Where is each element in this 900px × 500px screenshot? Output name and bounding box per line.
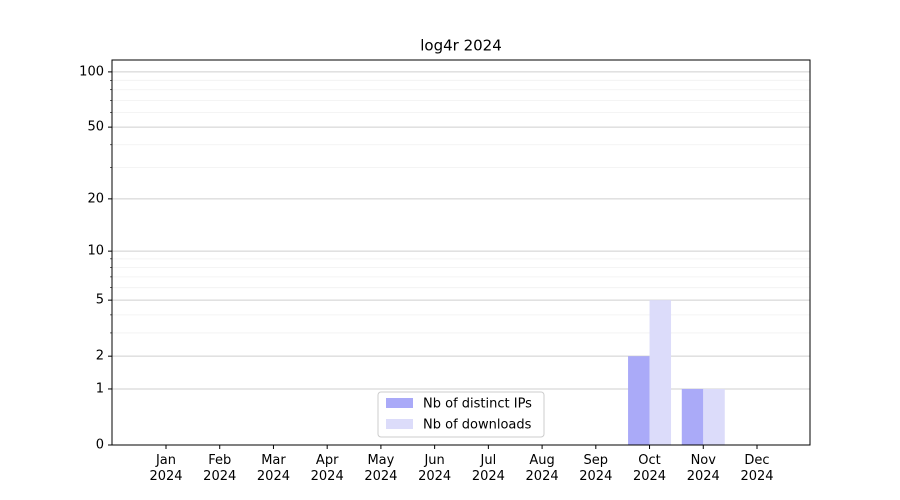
x-tick-label: Jun 2024 [418,453,452,484]
x-tick-label: Sep 2024 [579,453,613,484]
legend-label: Nb of distinct IPs [423,397,532,412]
legend-swatch [386,419,413,429]
x-tick-label: Jan 2024 [149,453,183,484]
plot-frame [111,59,811,446]
x-tick-label: Apr 2024 [310,453,344,484]
x-tick-label: Feb 2024 [203,453,237,484]
y-tick-label: 50 [87,120,104,135]
bar [681,388,704,445]
y-tick-label: 10 [87,244,104,259]
chart-title: log4r 2024 [420,37,502,55]
y-tick-label: 2 [96,349,104,364]
y-tick-label: 1 [96,381,104,396]
x-tick-label: Aug 2024 [525,453,559,484]
legend-box [377,391,545,438]
bar [649,300,672,445]
x-tick-label: May 2024 [364,453,398,484]
x-tick-label: Oct 2024 [632,453,667,484]
legend-label: Nb of downloads [423,418,532,433]
y-tick-label: 5 [96,293,104,308]
x-tick-label: Mar 2024 [256,453,290,484]
bar [628,356,650,445]
legend-swatch [386,398,413,408]
bar [703,388,725,445]
y-tick-label: 100 [79,64,104,79]
y-tick-label: 0 [96,438,104,453]
x-tick-label: Jul 2024 [471,453,505,484]
y-tick-label: 20 [87,191,104,206]
x-tick-label: Nov 2024 [686,453,720,484]
x-tick-label: Dec 2024 [740,453,774,484]
